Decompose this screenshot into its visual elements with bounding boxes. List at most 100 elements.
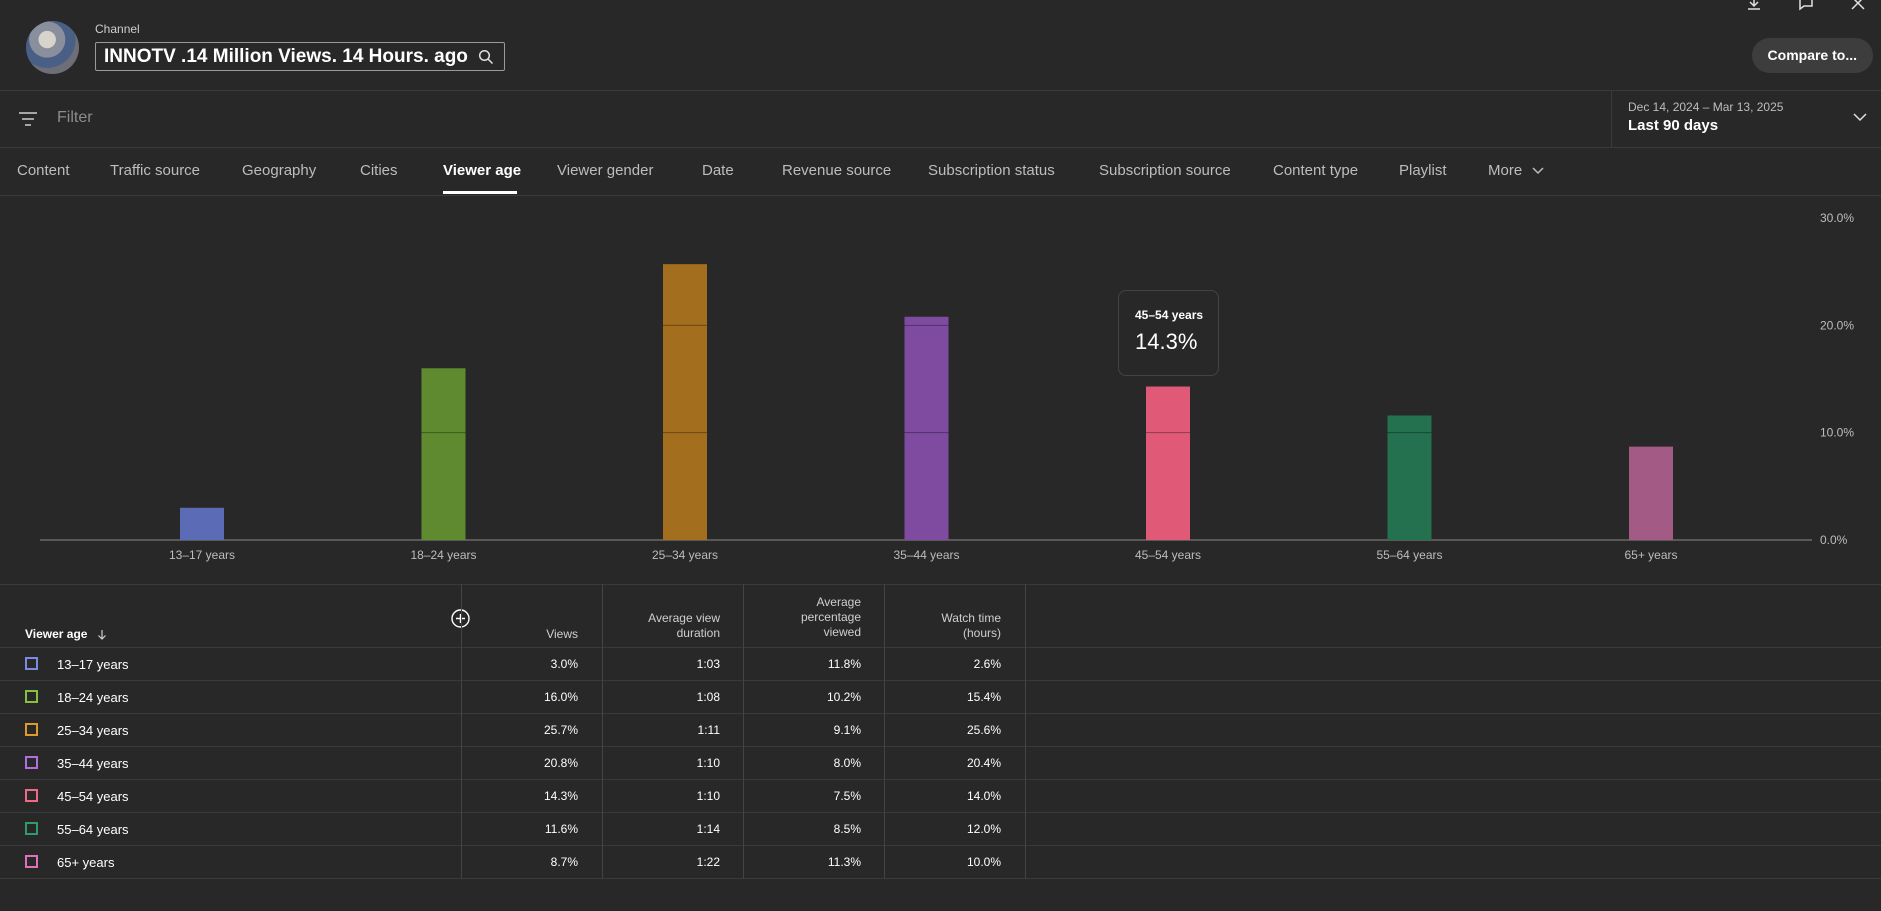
channel-label: Channel xyxy=(95,22,140,36)
tooltip-label: 45–54 years xyxy=(1135,308,1204,322)
cell-avg-percentage-viewed: 8.0% xyxy=(833,756,861,770)
tooltip-value: 14.3% xyxy=(1135,329,1198,354)
dimension-tabs: Content Traffic source Geography Cities … xyxy=(0,148,1881,196)
tab-more[interactable]: More xyxy=(1488,162,1544,179)
cell-avg-percentage-viewed: 7.5% xyxy=(833,789,861,803)
active-tab-indicator xyxy=(443,191,517,194)
cell-views: 11.6% xyxy=(544,822,578,836)
channel-avatar[interactable] xyxy=(26,21,79,74)
table-row[interactable]: 18–24 years 16.0% 1:08 10.2% 15.4% xyxy=(0,681,1881,714)
channel-search-box[interactable]: INNOTV .14 Million Views. 14 Hours. ago xyxy=(95,42,505,71)
cell-views: 8.7% xyxy=(550,855,578,869)
header: Channel INNOTV .14 Million Views. 14 Hou… xyxy=(0,0,1881,91)
column-header-watch-time[interactable]: Watch time (hours) xyxy=(941,611,1001,641)
viewer-age-bar-chart: 0.0% 10.0% 20.0% 30.0% 13–17 years 18–24 year… xyxy=(40,211,1854,562)
filter-input[interactable]: Filter xyxy=(57,109,93,126)
cell-avg-view-duration: 1:10 xyxy=(696,789,720,803)
feedback-icon[interactable] xyxy=(1797,0,1815,12)
column-divider xyxy=(1025,584,1026,879)
row-checkbox[interactable] xyxy=(25,756,38,769)
cell-viewer-age: 45–54 years xyxy=(57,789,129,804)
cell-avg-percentage-viewed: 11.3% xyxy=(827,855,861,869)
tab-viewer-gender[interactable]: Viewer gender xyxy=(557,162,654,179)
cell-avg-view-duration: 1:08 xyxy=(696,690,720,704)
row-checkbox[interactable] xyxy=(25,657,38,670)
filter-bar: Filter Dec 14, 2024 – Mar 13, 2025 Last … xyxy=(0,91,1881,148)
cell-watch-time: 10.0% xyxy=(966,855,1001,869)
bar xyxy=(421,368,466,540)
table-row[interactable]: 25–34 years 25.7% 1:11 9.1% 25.6% xyxy=(0,714,1881,747)
row-checkbox[interactable] xyxy=(25,690,38,703)
tab-subscription-status[interactable]: Subscription status xyxy=(928,162,1055,179)
column-header-viewer-age-label: Viewer age xyxy=(25,627,88,641)
tab-cities[interactable]: Cities xyxy=(360,162,398,179)
tab-traffic-source[interactable]: Traffic source xyxy=(110,162,201,179)
cell-views: 14.3% xyxy=(543,789,578,803)
chevron-down-icon[interactable] xyxy=(1852,111,1868,123)
cell-viewer-age: 13–17 years xyxy=(57,657,129,672)
table-body: 13–17 years 3.0% 1:03 11.8% 2.6% 18–24 years 1… xyxy=(0,648,1881,879)
cell-avg-percentage-viewed: 10.2% xyxy=(826,690,861,704)
download-icon[interactable] xyxy=(1745,0,1763,12)
add-column-icon[interactable] xyxy=(451,609,470,628)
table-row[interactable]: 35–44 years 20.8% 1:10 8.0% 20.4% xyxy=(0,747,1881,780)
cell-watch-time: 2.6% xyxy=(973,657,1001,671)
column-header-views[interactable]: Views xyxy=(546,627,578,641)
column-header-line: percentage xyxy=(800,610,861,624)
cell-watch-time: 25.6% xyxy=(966,723,1001,737)
compare-button[interactable]: Compare to... xyxy=(1751,38,1873,73)
tab-viewer-age[interactable]: Viewer age xyxy=(443,162,522,179)
bar xyxy=(904,316,949,540)
arrow-down-icon[interactable] xyxy=(97,629,107,641)
tab-content-type[interactable]: Content type xyxy=(1273,162,1359,179)
chevron-down-icon xyxy=(1532,167,1544,175)
column-divider xyxy=(602,584,603,879)
y-tick-label: 20.0% xyxy=(1820,318,1854,332)
cell-avg-view-duration: 1:11 xyxy=(697,723,720,737)
table-row[interactable]: 13–17 years 3.0% 1:03 11.8% 2.6% xyxy=(0,648,1881,681)
cell-viewer-age: 65+ years xyxy=(57,855,115,870)
tab-revenue-source[interactable]: Revenue source xyxy=(782,162,892,179)
column-header-line: (hours) xyxy=(962,626,1001,640)
cell-views: 20.8% xyxy=(543,756,578,770)
cell-views: 16.0% xyxy=(543,690,578,704)
cell-avg-view-duration: 1:10 xyxy=(696,756,720,770)
row-checkbox[interactable] xyxy=(25,855,38,868)
y-tick-label: 30.0% xyxy=(1820,211,1854,225)
tab-geography[interactable]: Geography xyxy=(242,162,317,179)
column-header-avg-view-duration[interactable]: Average view duration xyxy=(648,611,720,641)
search-icon[interactable] xyxy=(478,49,494,65)
channel-title: INNOTV .14 Million Views. 14 Hours. ago xyxy=(104,46,468,67)
cell-avg-percentage-viewed: 11.8% xyxy=(827,657,861,671)
x-tick-label: 35–44 years xyxy=(893,548,959,562)
x-tick-label: 25–34 years xyxy=(652,548,718,562)
column-divider xyxy=(461,584,462,879)
cell-viewer-age: 25–34 years xyxy=(57,723,129,738)
cell-views: 3.0% xyxy=(550,657,578,671)
row-checkbox[interactable] xyxy=(25,822,38,835)
table-row[interactable]: 65+ years 8.7% 1:22 11.3% 10.0% xyxy=(0,846,1881,879)
cell-viewer-age: 35–44 years xyxy=(57,756,129,771)
top-icons xyxy=(1745,0,1867,12)
date-range-picker[interactable]: Dec 14, 2024 – Mar 13, 2025 Last 90 days xyxy=(1611,91,1881,147)
x-tick-label: 55–64 years xyxy=(1376,548,1442,562)
cell-watch-time: 12.0% xyxy=(966,822,1001,836)
tab-playlist[interactable]: Playlist xyxy=(1399,162,1447,179)
cell-avg-view-duration: 1:22 xyxy=(696,855,720,869)
column-header-viewer-age[interactable]: Viewer age xyxy=(25,627,107,641)
table-row[interactable]: 45–54 years 14.3% 1:10 7.5% 14.0% xyxy=(0,780,1881,813)
filter-icon[interactable] xyxy=(18,110,38,128)
row-checkbox[interactable] xyxy=(25,789,38,802)
column-header-avg-percentage-viewed[interactable]: Average percentage viewed xyxy=(801,595,861,640)
tab-date[interactable]: Date xyxy=(702,162,734,179)
bar xyxy=(663,264,707,540)
tab-subscription-source[interactable]: Subscription source xyxy=(1099,162,1231,179)
chart-tooltip: 45–54 years 14.3% xyxy=(1118,290,1219,376)
tab-content[interactable]: Content xyxy=(17,162,70,179)
bar xyxy=(1629,446,1673,540)
column-divider xyxy=(743,584,744,879)
close-icon[interactable] xyxy=(1849,0,1867,12)
row-checkbox[interactable] xyxy=(25,723,38,736)
table-row[interactable]: 55–64 years 11.6% 1:14 8.5% 12.0% xyxy=(0,813,1881,846)
column-divider xyxy=(884,584,885,879)
